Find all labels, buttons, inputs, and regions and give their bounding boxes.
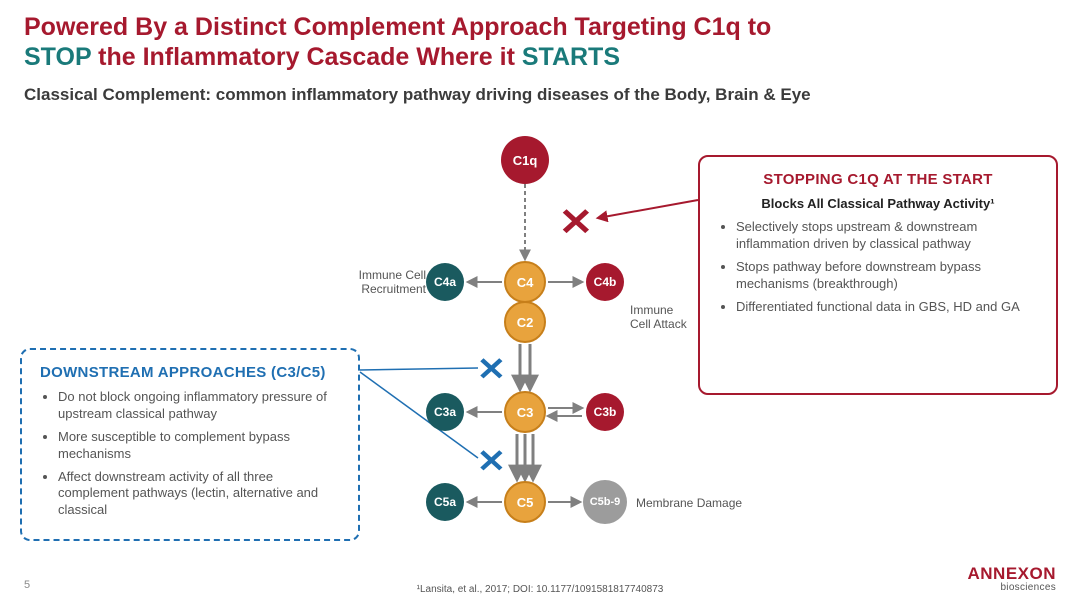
title-line1: Powered By a Distinct Complement Approac… xyxy=(24,13,771,41)
downstream-box: DOWNSTREAM APPROACHES (C3/C5) Do not blo… xyxy=(20,348,360,541)
x-mark-c3: ✕ xyxy=(477,350,506,388)
node-c5a: C5a xyxy=(426,483,464,521)
downstream-title: DOWNSTREAM APPROACHES (C3/C5) xyxy=(40,364,340,381)
stopping-list: Selectively stops upstream & downstream … xyxy=(718,219,1038,315)
x-mark-c5: ✕ xyxy=(477,442,506,480)
stopping-box: STOPPING C1Q AT THE START Blocks All Cla… xyxy=(698,155,1058,395)
downstream-list: Do not block ongoing inflammatory pressu… xyxy=(40,389,340,519)
stopping-title: STOPPING C1Q AT THE START xyxy=(718,171,1038,188)
node-c5: C5 xyxy=(504,481,546,523)
logo-name: ANNEXON xyxy=(967,564,1056,584)
node-c2: C2 xyxy=(504,301,546,343)
label-immune-attack: ImmuneCell Attack xyxy=(630,303,700,332)
title-stop: STOP xyxy=(24,43,91,71)
stopping-bullet: Stops pathway before downstream bypass m… xyxy=(736,259,1038,293)
node-c3: C3 xyxy=(504,391,546,433)
label-membrane: Membrane Damage xyxy=(636,496,756,510)
x-mark-c1q: ✕ xyxy=(558,200,593,245)
citation: ¹Lansita, et al., 2017; DOI: 10.1177/109… xyxy=(417,584,664,595)
downstream-bullet: More susceptible to complement bypass me… xyxy=(58,429,340,463)
slide-subtitle: Classical Complement: common inflammator… xyxy=(24,85,811,105)
logo: ANNEXON biosciences xyxy=(967,564,1056,593)
stopping-subtitle: Blocks All Classical Pathway Activity¹ xyxy=(718,196,1038,211)
node-c5b9: C5b-9 xyxy=(583,480,627,524)
title-mid: the Inflammatory Cascade Where it xyxy=(91,43,522,71)
downstream-bullet: Affect downstream activity of all three … xyxy=(58,469,340,520)
title-starts: STARTS xyxy=(522,43,620,71)
node-c4a: C4a xyxy=(426,263,464,301)
node-c3b: C3b xyxy=(586,393,624,431)
stopping-bullet: Differentiated functional data in GBS, H… xyxy=(736,299,1038,316)
label-immune-recruit: Immune CellRecruitment xyxy=(356,268,426,297)
node-c3a: C3a xyxy=(426,393,464,431)
downstream-bullet: Do not block ongoing inflammatory pressu… xyxy=(58,389,340,423)
page-number: 5 xyxy=(24,579,30,591)
node-c4: C4 xyxy=(504,261,546,303)
stopping-bullet: Selectively stops upstream & downstream … xyxy=(736,219,1038,253)
node-c1q: C1q xyxy=(501,136,549,184)
slide-title: Powered By a Distinct Complement Approac… xyxy=(24,12,771,72)
node-c4b: C4b xyxy=(586,263,624,301)
